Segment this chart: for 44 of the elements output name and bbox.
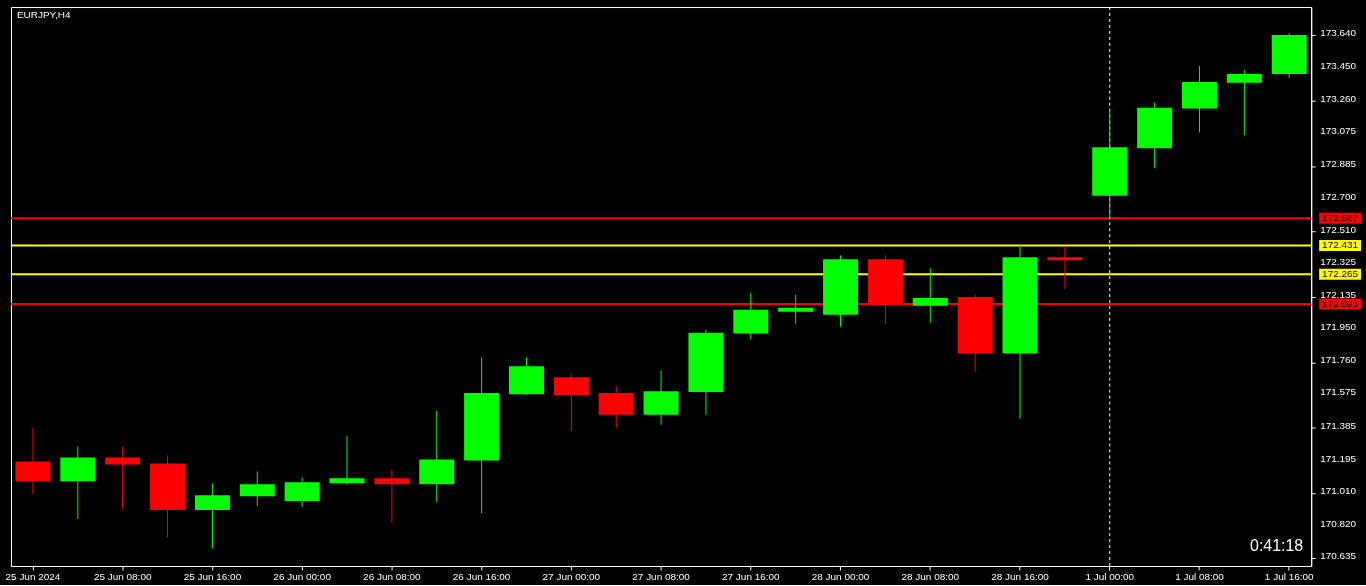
y-tick-label: 172.135 [1320,288,1357,300]
y-tick-label: 172.510 [1320,223,1357,235]
y-tick-label: 173.075 [1320,125,1357,137]
candlestick [778,294,814,325]
x-tick-label: 27 Jun 08:00 [632,571,691,583]
y-tick-label: 172.700 [1320,190,1357,202]
y-tick-label: 173.260 [1320,93,1357,105]
x-tick-label: 28 Jun 00:00 [811,571,870,583]
x-tick-label: 26 Jun 08:00 [363,571,422,583]
ref-line-label: 172.431 [1322,239,1359,251]
y-tick-label: 172.325 [1320,255,1357,267]
x-tick-label: 27 Jun 00:00 [542,571,601,583]
y-tick-label: 171.385 [1320,419,1357,431]
chart-title: EURJPY,H4 [16,9,71,20]
x-tick-label: 25 Jun 16:00 [183,571,242,583]
x-tick-label: 1 Jul 00:00 [1085,571,1135,583]
candlestick [329,435,365,485]
x-tick-label: 27 Jun 16:00 [722,571,781,583]
y-tick-label: 172.885 [1320,158,1357,170]
y-tick-label: 171.760 [1320,354,1357,366]
y-tick-label: 173.450 [1320,59,1357,71]
x-tick-label: 25 Jun 2024 [5,571,61,583]
y-tick-label: 171.575 [1320,386,1357,398]
x-tick-label: 26 Jun 16:00 [452,571,511,583]
ref-line-label: 172.265 [1322,268,1359,280]
x-tick-label: 1 Jul 16:00 [1264,571,1315,583]
candlestick [1047,245,1083,290]
y-tick-label: 173.640 [1320,26,1357,38]
annotation: 0:41:18 [1250,537,1304,555]
candlestick [912,267,948,324]
y-tick-label: 170.820 [1320,517,1357,529]
ref-line-label: 172.587 [1322,212,1359,224]
candlestick [1226,69,1262,136]
y-tick-label: 170.635 [1320,550,1357,562]
ref-line-label: 172.095 [1322,297,1359,309]
y-tick-label: 171.010 [1320,484,1357,496]
y-tick-label: 171.195 [1320,452,1357,464]
x-tick-label: 25 Jun 08:00 [93,571,152,583]
y-tick-label: 171.950 [1320,321,1357,333]
x-tick-label: 28 Jun 16:00 [991,571,1050,583]
x-tick-label: 28 Jun 08:00 [901,571,960,583]
candlestick [374,468,410,524]
x-tick-label: 1 Jul 08:00 [1175,571,1225,583]
x-tick-label: 26 Jun 00:00 [273,571,332,583]
